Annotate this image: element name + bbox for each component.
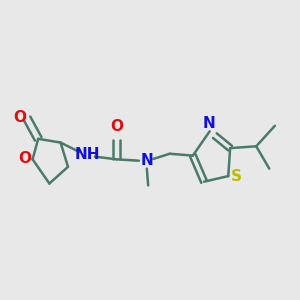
Text: N: N: [140, 153, 153, 168]
Text: N: N: [202, 116, 215, 131]
Text: O: O: [111, 119, 124, 134]
Text: O: O: [18, 151, 31, 166]
Text: O: O: [13, 110, 26, 125]
Text: NH: NH: [74, 147, 100, 162]
Text: S: S: [231, 169, 242, 184]
